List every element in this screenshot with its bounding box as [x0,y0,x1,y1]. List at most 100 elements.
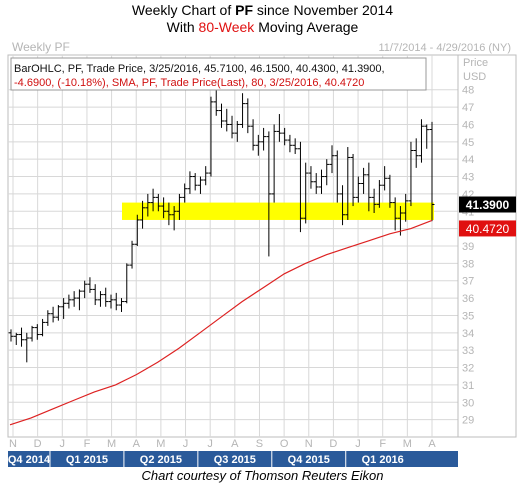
x-tick-label: J [183,438,189,450]
ohlc-bar [255,134,261,156]
y-axis: 2930313233343536373839404142434445464748… [457,55,488,437]
title-highlight: 80-Week [198,19,255,35]
ohlc-bar [424,124,430,149]
quarter-label: Q1 2015 [66,454,108,466]
y-tick-label: 48 [462,85,474,97]
chart-header: Weekly PF 11/7/2014 - 4/29/2016 (NY) [8,38,516,55]
ohlc-bar [413,138,419,168]
title-line-1: Weekly Chart of PF since November 2014 [131,2,394,18]
ohlc-bar [129,240,135,269]
ohlc-bar [287,134,293,153]
ohlc-bar [355,176,361,203]
ohlc-bar [34,324,40,340]
ohlc-bar [366,162,372,212]
ohlc-bar [66,294,72,309]
y-tick-label: 33 [462,345,474,357]
ohlc-bar [387,174,393,208]
y-tick-label: 29 [462,415,474,427]
ohlc-bar [340,185,346,226]
legend-line-2: -4.6900, (-10.18%), SMA, PF, Trade Price… [14,77,364,89]
x-tick-label: D [329,438,337,450]
ohlc-bars [8,79,435,363]
ohlc-bar [203,166,209,186]
ohlc-bar [371,188,377,214]
y-tick-label: 32 [462,363,474,375]
ohlc-bar [192,173,198,191]
legend-line-1: BarOHLC, PF, Trade Price, 3/25/2016, 45.… [14,63,385,75]
x-tick-label: M [156,438,165,450]
ohlc-bar [303,162,309,224]
y-tick-label: 31 [462,380,474,392]
quarter-label: Q4 2014 [8,454,51,466]
ohlc-bar [229,115,235,139]
chart-header-left: Weekly PF [12,40,70,54]
ohlc-bar [76,289,82,311]
quarter-label: Q3 2015 [214,454,256,466]
ohlc-bar [134,214,140,246]
ohlc-bar [392,197,398,231]
last-price-label: 41.3900 [466,198,510,212]
x-tick-label: N [305,438,313,450]
x-tick-label: A [133,438,141,450]
ohlc-bar [429,121,435,222]
ohlc-bar [219,103,224,128]
y-tick-label: 37 [462,276,474,288]
ohlc-bar [61,298,67,319]
x-tick-label: M [403,438,412,450]
ohlc-bar [308,166,314,189]
ohlc-bar [234,120,240,142]
x-tick-label: D [34,438,42,450]
ohlc-bar [297,141,303,233]
ohlc-bar [208,96,214,177]
quarter-label: Q4 2015 [288,454,330,466]
sma-price-label: 40.4720 [466,222,510,236]
ohlc-bar [71,291,77,307]
y-tick-label: 36 [462,293,474,305]
x-tick-label: J [60,438,66,450]
ohlc-bar [318,169,324,194]
ohlc-bar [266,131,272,257]
y-axis-unit-label: Price [463,57,488,69]
y-axis-unit-label: USD [463,71,486,83]
sma-price-badge [459,220,516,237]
ohlc-bar [97,291,103,307]
ohlc-bar [55,305,61,321]
sma-80-line [9,219,433,426]
ohlc-bar [408,141,414,207]
x-axis: N D J F M A M J J A S O N D J F M A Q4 2014 Q1 2015 Q2 2015 Q… [8,438,458,467]
ohlc-bar [224,108,230,132]
x-tick-label: A [428,438,436,450]
x-tick-label: O [280,438,289,450]
x-tick-label: N [9,438,17,450]
ohlc-bar [155,193,161,212]
x-tick-label: J [355,438,361,450]
ohlc-bar [282,127,288,146]
ohlc-bar [140,200,146,229]
ohlc-bar [292,138,298,154]
ohlc-bar [361,167,367,194]
ohlc-bar [40,318,46,337]
y-tick-label: 47 [462,102,474,114]
ohlc-bar [324,159,330,186]
ohlc-bar [161,197,167,219]
ohlc-bar [124,263,130,304]
ohlc-bar [145,193,151,217]
ohlc-bar [261,127,267,151]
x-tick-label: F [379,438,386,450]
y-tick-label: 44 [462,154,474,166]
ohlc-bar [45,310,51,326]
quarter-label: Q2 2015 [140,454,182,466]
ohlc-bar [240,93,246,128]
ohlc-bar [250,119,256,151]
ohlc-bar [271,124,277,203]
ohlc-bar [92,284,98,306]
ohlc-bar [19,327,25,347]
y-tick-label: 45 [462,137,474,149]
ohlc-bar [150,188,156,212]
title-line-2: With 80-Week Moving Average [166,19,359,35]
ohlc-bar [113,292,119,311]
ohlc-bar [8,329,14,342]
ohlc-bar [29,325,35,342]
ohlc-bar [345,147,351,220]
